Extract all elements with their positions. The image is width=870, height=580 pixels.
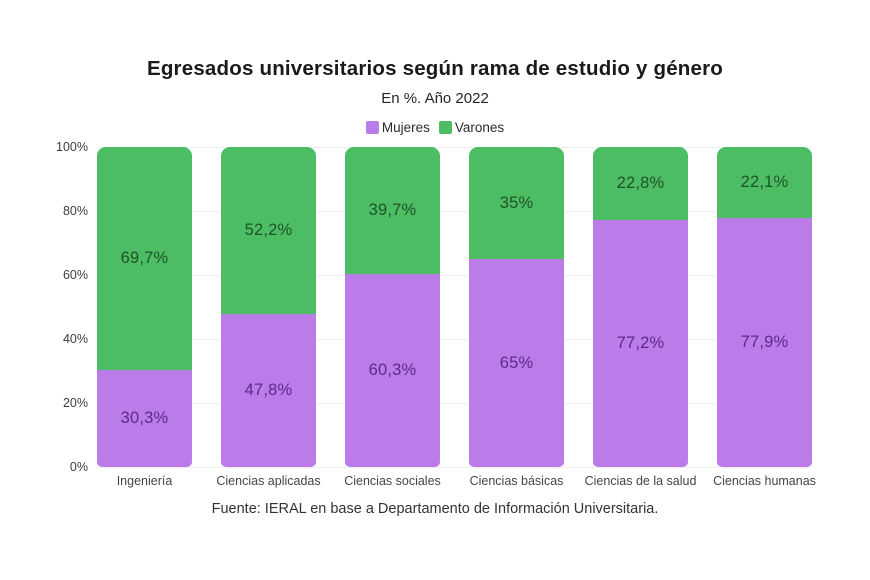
bar-column-ciencias-aplicadas: 52,2% 47,8% Ciencias aplicadas [216, 147, 321, 488]
chart-area: 69,7% 30,3% Ingeniería 52,2% 47,8% Ciencias a… [56, 140, 816, 488]
bar-value-label: 77,9% [740, 332, 789, 351]
bar-stack: 22,8% 77,2% [593, 147, 688, 467]
y-axis-tick: 100% [56, 140, 88, 154]
gridline [97, 467, 812, 468]
x-axis-label: Ingeniería [116, 474, 173, 488]
bar-value-label: 60,3% [368, 361, 417, 379]
bar-stack: 69,7% 30,3% [97, 147, 192, 467]
bar-value-label: 22,1% [740, 172, 789, 191]
gridline [97, 147, 812, 148]
y-axis-tick: 60% [62, 268, 88, 282]
bar-column-ciencias-básicas: 35% 65% Ciencias básicas [469, 147, 564, 488]
bar-segment-varones: 69,7% [97, 147, 192, 371]
bar-segment-varones: 35% [469, 147, 564, 259]
x-axis-label: Ciencias aplicadas [216, 474, 321, 488]
y-axis-tick: 20% [62, 396, 88, 410]
legend-label: Varones [454, 119, 505, 135]
legend-swatch-mujeres [365, 120, 379, 134]
x-axis-label: Ciencias básicas [469, 474, 564, 488]
legend-label: Mujeres [381, 119, 430, 135]
bar-value-label: 35% [499, 193, 534, 212]
bar-value-label: 52,2% [244, 221, 293, 240]
bar-column-ingeniería: 69,7% 30,3% Ingeniería [97, 147, 192, 488]
x-axis-label: Ciencias sociales [344, 474, 441, 488]
bar-segment-varones: 22,8% [593, 147, 688, 220]
bars-container: 69,7% 30,3% Ingeniería 52,2% 47,8% Ciencias a… [97, 147, 816, 488]
bar-stack: 35% 65% [469, 147, 564, 467]
legend-item-mujeres: Mujeres [365, 119, 430, 135]
bar-segment-mujeres: 65% [469, 259, 564, 467]
bar-value-label: 47,8% [244, 381, 293, 399]
bar-value-label: 65% [499, 353, 534, 372]
gridline [97, 211, 812, 212]
bar-column-ciencias-de-la-salud: 22,8% 77,2% Ciencias de la salud [585, 147, 696, 488]
bar-segment-mujeres: 47,8% [221, 314, 316, 467]
bar-stack: 39,7% 60,3% [345, 147, 440, 467]
bar-value-label: 77,2% [616, 333, 665, 352]
chart-title: Egresados universitarios según rama de e… [146, 57, 724, 80]
legend: Mujeres Varones [0, 119, 870, 135]
bar-value-label: 39,7% [368, 201, 417, 220]
bar-segment-mujeres: 77,9% [717, 217, 812, 467]
bar-stack: 52,2% 47,8% [221, 147, 316, 467]
chart-subtitle: En %. Año 2022 [381, 90, 489, 107]
legend-item-varones: Varones [438, 119, 505, 135]
source-note: Fuente: IERAL en base a Departamento de … [211, 501, 659, 517]
gridline [97, 275, 812, 276]
bar-column-ciencias-sociales: 39,7% 60,3% Ciencias sociales [344, 147, 441, 488]
bar-value-label: 30,3% [120, 409, 169, 427]
gridline [97, 403, 812, 404]
y-axis-tick: 80% [62, 204, 88, 218]
x-axis-label: Ciencias humanas [713, 474, 816, 488]
bar-segment-mujeres: 60,3% [345, 274, 440, 467]
bar-value-label: 69,7% [120, 249, 169, 268]
bar-segment-mujeres: 30,3% [97, 370, 192, 467]
bar-segment-varones: 52,2% [221, 147, 316, 315]
bar-segment-varones: 39,7% [345, 147, 440, 275]
gridline [97, 339, 812, 340]
bar-stack: 22,1% 77,9% [717, 147, 812, 467]
y-axis-tick: 40% [62, 332, 88, 346]
bar-segment-varones: 22,1% [717, 147, 812, 218]
bar-value-label: 22,8% [616, 173, 665, 192]
legend-swatch-varones [438, 120, 452, 134]
bar-column-ciencias-humanas: 22,1% 77,9% Ciencias humanas [713, 147, 816, 488]
bar-segment-mujeres: 77,2% [593, 219, 688, 467]
x-axis-label: Ciencias de la salud [584, 474, 697, 488]
y-axis-tick: 0% [69, 460, 88, 474]
